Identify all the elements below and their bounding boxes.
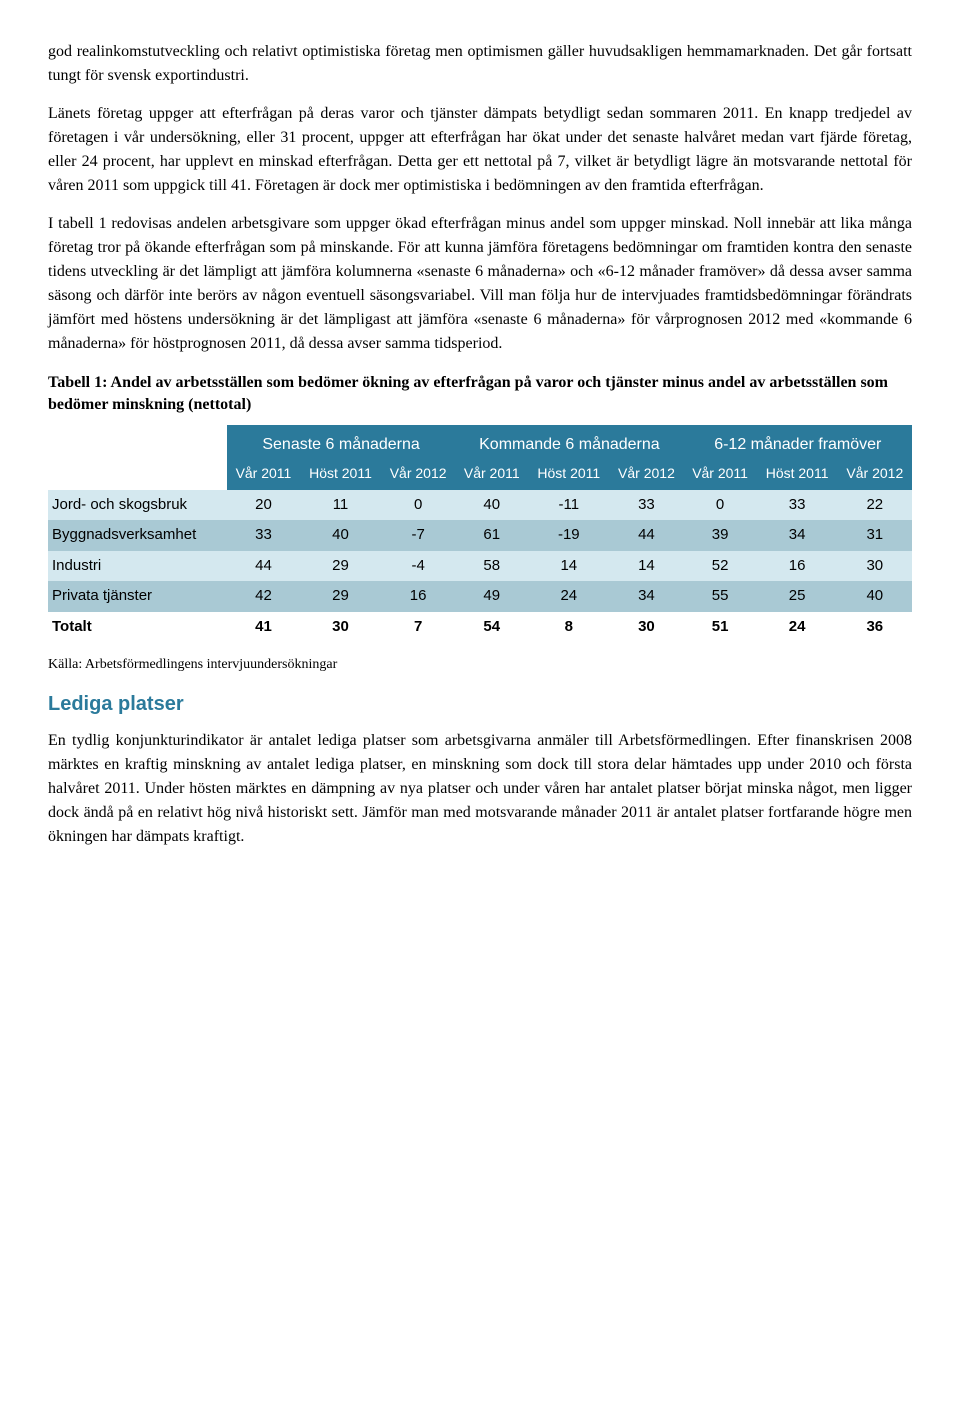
table-cell: 16	[381, 581, 455, 612]
table-header-group: 6-12 månader framöver	[684, 425, 912, 461]
table-cell-label: Industri	[48, 551, 227, 582]
table-cell: 34	[609, 581, 683, 612]
table-cell: 24	[757, 612, 838, 643]
table-cell: 51	[684, 612, 757, 643]
table-source: Källa: Arbetsförmedlingens intervjuunder…	[48, 654, 912, 675]
table-header-row-sub: Vår 2011 Höst 2011 Vår 2012 Vår 2011 Hös…	[48, 461, 912, 490]
table-cell-label: Byggnadsverksamhet	[48, 520, 227, 551]
table-cell: 33	[757, 490, 838, 521]
table-cell: 58	[455, 551, 528, 582]
table-cell: 44	[227, 551, 300, 582]
table-cell-label: Jord- och skogsbruk	[48, 490, 227, 521]
table-cell: 25	[757, 581, 838, 612]
table-cell: 52	[684, 551, 757, 582]
table-header-empty	[48, 425, 227, 461]
paragraph: En tydlig konjunkturindikator är antalet…	[48, 729, 912, 849]
table-cell: 34	[757, 520, 838, 551]
table-cell: 33	[227, 520, 300, 551]
table-cell: 31	[838, 520, 912, 551]
table-cell: 39	[684, 520, 757, 551]
table-cell: 36	[838, 612, 912, 643]
table-header-sub: Höst 2011	[757, 461, 838, 490]
paragraph: god realinkomstutveckling och relativt o…	[48, 40, 912, 88]
table-cell: 29	[300, 581, 381, 612]
table-cell: 24	[528, 581, 609, 612]
table-cell-label: Totalt	[48, 612, 227, 643]
table-cell: 55	[684, 581, 757, 612]
paragraph: Länets företag uppger att efterfrågan på…	[48, 102, 912, 198]
table-cell: 42	[227, 581, 300, 612]
table-cell: 7	[381, 612, 455, 643]
table-cell: 8	[528, 612, 609, 643]
table-cell: 41	[227, 612, 300, 643]
table-cell: 40	[300, 520, 381, 551]
table-cell: 54	[455, 612, 528, 643]
table-header-sub: Höst 2011	[528, 461, 609, 490]
table-header-row-groups: Senaste 6 månaderna Kommande 6 månaderna…	[48, 425, 912, 461]
table-cell: 11	[300, 490, 381, 521]
table-cell-label: Privata tjänster	[48, 581, 227, 612]
table-cell: 14	[609, 551, 683, 582]
table-row: Industri 44 29 -4 58 14 14 52 16 30	[48, 551, 912, 582]
table-cell: -19	[528, 520, 609, 551]
table-cell: -7	[381, 520, 455, 551]
table-cell: 30	[300, 612, 381, 643]
paragraph: I tabell 1 redovisas andelen arbetsgivar…	[48, 212, 912, 356]
table-caption: Tabell 1: Andel av arbetsställen som bed…	[48, 372, 912, 417]
table-body: Jord- och skogsbruk 20 11 0 40 -11 33 0 …	[48, 490, 912, 643]
section-heading: Lediga platser	[48, 689, 912, 719]
table-row: Byggnadsverksamhet 33 40 -7 61 -19 44 39…	[48, 520, 912, 551]
table-cell: 14	[528, 551, 609, 582]
table-cell: 16	[757, 551, 838, 582]
table-cell: 22	[838, 490, 912, 521]
table-header-sub: Vår 2012	[381, 461, 455, 490]
table-row: Privata tjänster 42 29 16 49 24 34 55 25…	[48, 581, 912, 612]
table-cell: -4	[381, 551, 455, 582]
table-header-group: Senaste 6 månaderna	[227, 425, 455, 461]
table-cell: 44	[609, 520, 683, 551]
data-table: Senaste 6 månaderna Kommande 6 månaderna…	[48, 425, 912, 643]
table-cell: 49	[455, 581, 528, 612]
table-row-total: Totalt 41 30 7 54 8 30 51 24 36	[48, 612, 912, 643]
table-cell: 30	[838, 551, 912, 582]
table-header-sub: Vår 2011	[227, 461, 300, 490]
table-header-sub: Höst 2011	[300, 461, 381, 490]
table-cell: 29	[300, 551, 381, 582]
table-cell: 40	[455, 490, 528, 521]
table-header-group: Kommande 6 månaderna	[455, 425, 683, 461]
table-header-sub: Vår 2012	[609, 461, 683, 490]
table-cell: 61	[455, 520, 528, 551]
table-cell: 30	[609, 612, 683, 643]
table-cell: 0	[381, 490, 455, 521]
table-cell: 33	[609, 490, 683, 521]
table-cell: 0	[684, 490, 757, 521]
table-header-empty	[48, 461, 227, 490]
table-header-sub: Vår 2011	[684, 461, 757, 490]
table-cell: 20	[227, 490, 300, 521]
table-header-sub: Vår 2011	[455, 461, 528, 490]
table-header-sub: Vår 2012	[838, 461, 912, 490]
table-cell: 40	[838, 581, 912, 612]
table-row: Jord- och skogsbruk 20 11 0 40 -11 33 0 …	[48, 490, 912, 521]
table-cell: -11	[528, 490, 609, 521]
